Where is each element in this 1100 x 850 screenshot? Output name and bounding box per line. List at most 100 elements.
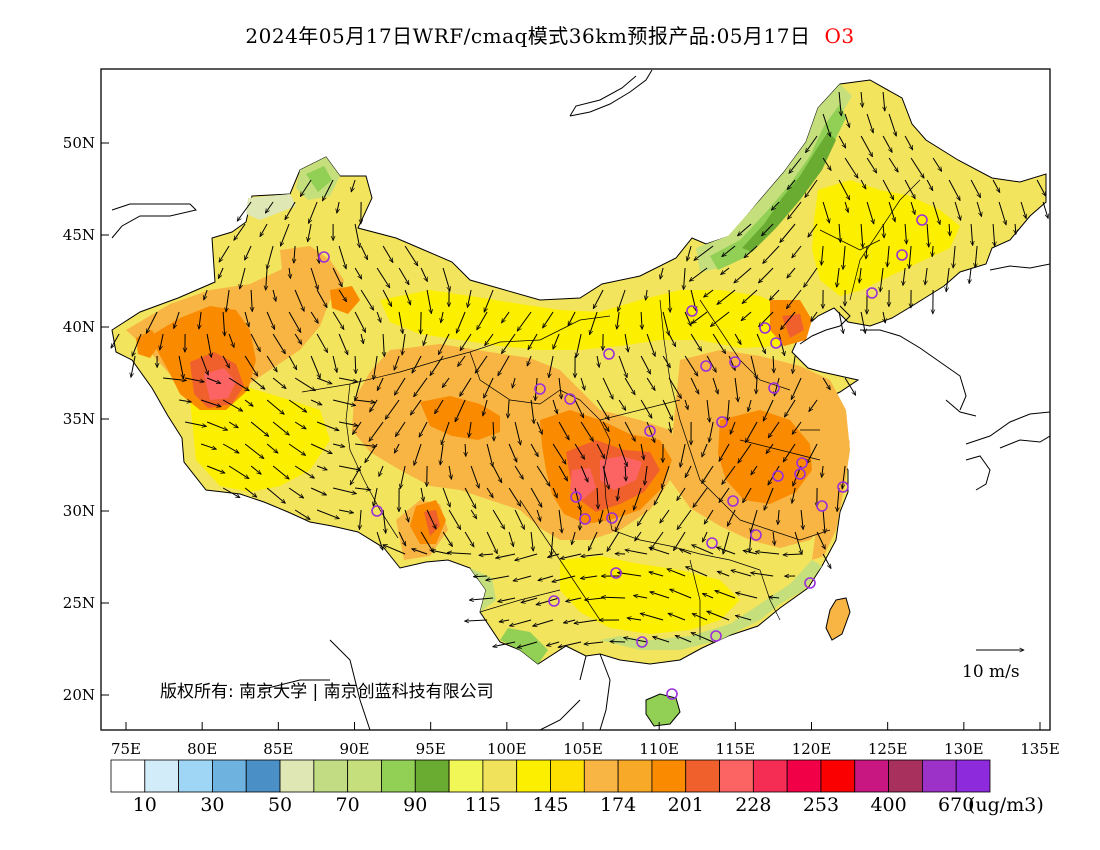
wind-arrow bbox=[860, 179, 867, 189]
wind-arrow bbox=[792, 421, 802, 434]
wind-arrow bbox=[199, 311, 201, 329]
wind-arrow bbox=[860, 311, 865, 333]
wind-arrow bbox=[786, 289, 802, 309]
wind-arrow bbox=[316, 377, 332, 384]
wind-arrow bbox=[704, 289, 714, 297]
wind-arrow bbox=[300, 179, 312, 196]
wind-arrow bbox=[280, 223, 290, 246]
wind-arrow bbox=[618, 443, 627, 467]
wind-arrow bbox=[580, 421, 593, 441]
wind-arrow bbox=[742, 487, 752, 503]
wind-arrow bbox=[723, 531, 730, 554]
wind-arrow bbox=[206, 333, 211, 357]
wind-arrow bbox=[690, 377, 700, 394]
wind-arrow bbox=[338, 509, 353, 513]
wind-arrow bbox=[625, 465, 626, 481]
wind-arrow bbox=[420, 267, 428, 282]
wind-arrow bbox=[640, 613, 664, 621]
wind-arrow bbox=[414, 377, 428, 397]
wind-arrow bbox=[788, 201, 802, 219]
lon-tick-label: 105E bbox=[563, 740, 603, 758]
wind-arrow bbox=[734, 333, 742, 345]
wind-arrow bbox=[685, 399, 688, 410]
title-main: 2024年05月17日WRF/cmaq模式36km预报产品:05月17日 bbox=[245, 24, 811, 48]
wind-arrow bbox=[736, 593, 758, 599]
wind-arrow bbox=[735, 615, 752, 621]
wind-arrow bbox=[844, 377, 856, 395]
wind-arrow bbox=[883, 91, 885, 111]
wind-arrow bbox=[1042, 201, 1048, 218]
wind-arrow bbox=[766, 443, 774, 454]
wind-arrow bbox=[625, 550, 648, 555]
wind-arrow bbox=[222, 399, 243, 412]
wind-arrow bbox=[373, 487, 378, 506]
wind-arrow bbox=[250, 465, 261, 474]
wind-arrow bbox=[576, 333, 582, 357]
wind-arrow bbox=[355, 488, 371, 490]
wind-arrow bbox=[712, 377, 718, 394]
wind-arrow bbox=[596, 399, 609, 420]
station-circle bbox=[371, 505, 383, 517]
colorbar-swatch bbox=[617, 759, 653, 793]
station-circle bbox=[770, 337, 782, 349]
wind-arrow bbox=[585, 598, 604, 600]
wind-arrow bbox=[932, 201, 940, 225]
wind-arrow bbox=[338, 245, 346, 269]
wind-arrow bbox=[441, 311, 443, 323]
wind-arrow bbox=[131, 355, 136, 377]
wind-arrow bbox=[566, 597, 582, 602]
lat-tick-label: 40N bbox=[63, 318, 95, 336]
wind-arrow bbox=[272, 333, 285, 354]
colorbar-label: 670 bbox=[938, 794, 974, 816]
wind-arrow bbox=[483, 399, 488, 416]
wind-arrow bbox=[822, 113, 830, 137]
wind-arrow bbox=[971, 223, 973, 245]
wind-arrow bbox=[355, 377, 362, 401]
wind-arrow bbox=[756, 333, 767, 354]
station-circle bbox=[603, 348, 615, 360]
wind-arrow bbox=[174, 311, 180, 329]
wind-arrow bbox=[473, 576, 488, 577]
wind-arrow bbox=[223, 311, 225, 336]
wind-arrow bbox=[742, 289, 758, 304]
wind-arrow bbox=[640, 355, 652, 374]
colorbar-swatch bbox=[820, 759, 856, 793]
wind-arrow bbox=[627, 618, 642, 620]
wind-arrow bbox=[806, 443, 818, 464]
map-area: 版权所有: 南京大学 | 南京创蓝科技有限公司 10 m/s bbox=[101, 69, 1050, 730]
wind-arrow bbox=[383, 333, 384, 356]
wind-arrow bbox=[376, 267, 390, 288]
wind-arrow bbox=[607, 531, 620, 551]
province-borders bbox=[301, 179, 921, 640]
wind-arrow bbox=[484, 289, 494, 312]
station-circle bbox=[772, 470, 784, 482]
wind-arrow bbox=[778, 333, 785, 356]
wind-arrow bbox=[289, 267, 290, 278]
wind-arrow bbox=[888, 201, 895, 222]
wind-arrow bbox=[294, 377, 315, 391]
wind-arrow bbox=[178, 355, 183, 379]
station-circle bbox=[710, 630, 722, 642]
wind-arrow bbox=[206, 421, 228, 430]
wind-arrow bbox=[734, 377, 738, 402]
wind-arrow bbox=[787, 179, 796, 190]
lon-tick-label: 85E bbox=[263, 740, 293, 758]
station-circle bbox=[686, 305, 698, 317]
wind-arrow bbox=[354, 223, 360, 248]
wind-arrow bbox=[530, 443, 539, 457]
wind-arrow bbox=[838, 135, 847, 148]
wind-arrow bbox=[953, 245, 955, 268]
wind-arrow bbox=[527, 355, 532, 366]
wind-arrow bbox=[560, 553, 582, 559]
wind-arrow bbox=[477, 311, 488, 330]
wind-arrow bbox=[756, 377, 757, 394]
wind-arrow bbox=[398, 311, 403, 334]
copyright-text: 版权所有: 南京大学 | 南京创蓝科技有限公司 bbox=[160, 682, 494, 702]
colorbar-swatch bbox=[414, 759, 450, 793]
wind-arrow bbox=[310, 487, 326, 496]
wind-arrow bbox=[993, 223, 995, 246]
wind-arrow bbox=[660, 267, 664, 279]
wind-arrow bbox=[310, 267, 318, 290]
wind-arrow bbox=[581, 553, 604, 556]
wind-arrow bbox=[359, 509, 361, 530]
